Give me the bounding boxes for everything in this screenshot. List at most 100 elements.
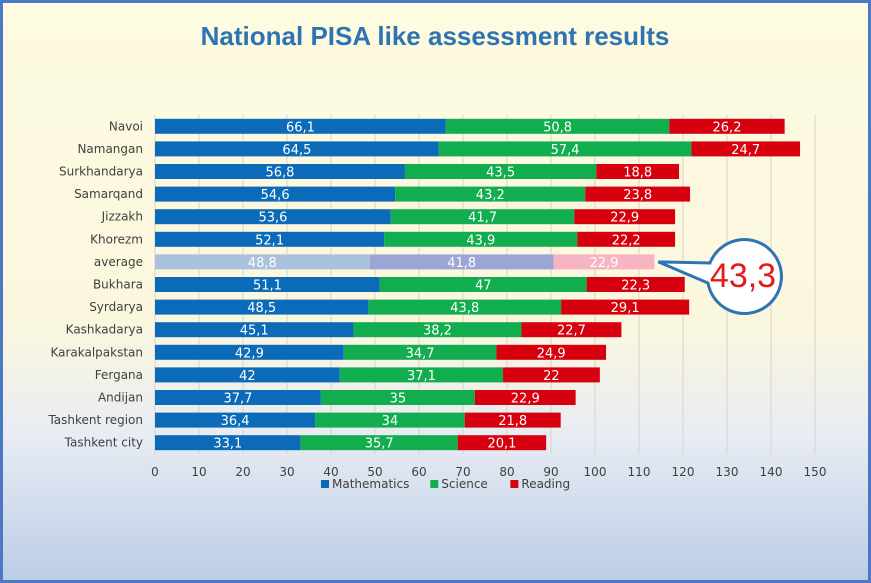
bar-reading (561, 299, 690, 315)
x-tick-label: 50 (367, 465, 382, 479)
bar-mathematics (155, 254, 370, 270)
bar-science (395, 186, 586, 202)
bar-reading (457, 435, 547, 451)
bar-value-label: 50,8 (543, 120, 572, 135)
bar-science (320, 390, 475, 405)
legend-label: Mathematics (332, 477, 409, 491)
bar-value-label: 22 (543, 369, 560, 384)
bar-reading (553, 254, 655, 270)
bar-mathematics (155, 186, 396, 202)
bar-value-label: 20,1 (487, 437, 516, 452)
bar-value-label: 51,1 (253, 279, 282, 294)
x-tick-label: 130 (716, 465, 739, 479)
bar-value-label: 42,9 (235, 346, 264, 361)
category-label: Tashkent city (64, 436, 143, 450)
bar-value-label: 54,6 (261, 188, 290, 203)
bar-value-label: 22,7 (557, 324, 586, 339)
bar-value-label: 23,8 (623, 188, 652, 203)
x-tick-label: 60 (411, 465, 426, 479)
x-tick-label: 20 (235, 465, 250, 479)
bar-value-label: 52,1 (255, 233, 284, 248)
category-label: Surkhandarya (59, 165, 143, 179)
bar-value-label: 22,2 (612, 233, 641, 248)
callout-bubble (657, 238, 783, 316)
x-tick-label: 110 (628, 465, 651, 479)
bar-science (315, 412, 465, 428)
bar-value-label: 56,8 (265, 166, 294, 181)
x-tick-label: 150 (804, 465, 827, 479)
bar-value-label: 24,7 (731, 143, 760, 158)
bar-science (339, 367, 504, 383)
bar-mathematics (155, 367, 340, 383)
bar-value-label: 41,7 (468, 211, 497, 226)
bar-value-label: 45,1 (240, 324, 269, 339)
category-label: Samarqand (74, 187, 143, 201)
category-label: Navoi (109, 119, 143, 133)
bar-mathematics (155, 118, 446, 134)
bar-value-label: 47 (475, 279, 492, 294)
bar-science (390, 209, 575, 225)
bars: 66,1 50,8 26,2 64,5 57,4 24,7 56,8 43,5 18,8 54,6… (155, 118, 801, 452)
category-label: Namangan (77, 142, 143, 156)
legend-label: Reading (521, 477, 570, 491)
legend-swatch (321, 480, 329, 488)
x-tick-label: 90 (543, 465, 558, 479)
bar-reading (585, 186, 691, 202)
bar-mathematics (155, 344, 344, 360)
category-label: average (94, 255, 143, 269)
bar-reading (496, 344, 606, 360)
bar-value-label: 26,2 (713, 120, 742, 135)
bar-reading (586, 277, 685, 292)
bar-value-label: 36,4 (221, 414, 250, 429)
bar-value-label: 43,8 (450, 301, 479, 316)
bar-science (353, 322, 522, 338)
category-label: Karakalpakstan (50, 345, 143, 359)
bar-value-label: 43,2 (476, 188, 505, 203)
legend: Mathematics Science Reading (321, 477, 570, 491)
legend-label: Science (441, 477, 488, 491)
bar-value-label: 57,4 (551, 143, 580, 158)
x-tick-label: 30 (279, 465, 294, 479)
bar-value-label: 37,7 (223, 392, 252, 407)
bar-mathematics (155, 164, 405, 179)
bar-mathematics (155, 209, 391, 225)
bar-science (384, 231, 578, 247)
x-tick-label: 0 (151, 465, 159, 479)
bar-science (404, 164, 597, 179)
x-tick-label: 40 (323, 465, 338, 479)
x-tick-label: 120 (672, 465, 695, 479)
bar-science (343, 344, 497, 360)
chart: National PISA like assessment results 66… (47, 21, 826, 491)
bar-science (379, 277, 587, 292)
bar-reading (669, 118, 785, 134)
bar-mathematics (155, 412, 316, 428)
bar-reading (596, 164, 680, 179)
bar-science (369, 254, 554, 270)
chart-title: National PISA like assessment results (201, 21, 670, 51)
bar-reading (577, 231, 676, 247)
bar-mathematics (155, 277, 380, 292)
bar-value-label: 43,9 (466, 233, 495, 248)
bar-value-label: 34 (382, 414, 399, 429)
bar-value-label: 35 (390, 392, 407, 407)
bar-value-label: 21,8 (498, 414, 527, 429)
x-axis-ticks: 0 10 20 30 40 50 60 70 80 90 100 110 120 130 140 150 (151, 465, 826, 479)
category-label: Kashkadarya (66, 323, 143, 337)
bar-value-label: 64,5 (282, 143, 311, 158)
bar-value-label: 29,1 (611, 301, 640, 316)
bar-value-label: 34,7 (406, 346, 435, 361)
category-label: Fergana (95, 368, 143, 382)
bar-science (438, 141, 692, 157)
bar-mathematics (155, 299, 369, 315)
category-label: Khorezm (90, 232, 143, 246)
bar-mathematics (155, 435, 301, 451)
bar-value-label: 37,1 (407, 369, 436, 384)
bar-value-label: 66,1 (286, 120, 315, 135)
x-tick-label: 140 (760, 465, 783, 479)
bar-value-label: 22,3 (621, 279, 650, 294)
bar-value-label: 48,8 (248, 256, 277, 271)
x-tick-label: 10 (191, 465, 206, 479)
bar-reading (474, 390, 576, 405)
category-labels: Navoi Namangan Surkhandarya Samarqand Jizzak… (47, 119, 143, 449)
